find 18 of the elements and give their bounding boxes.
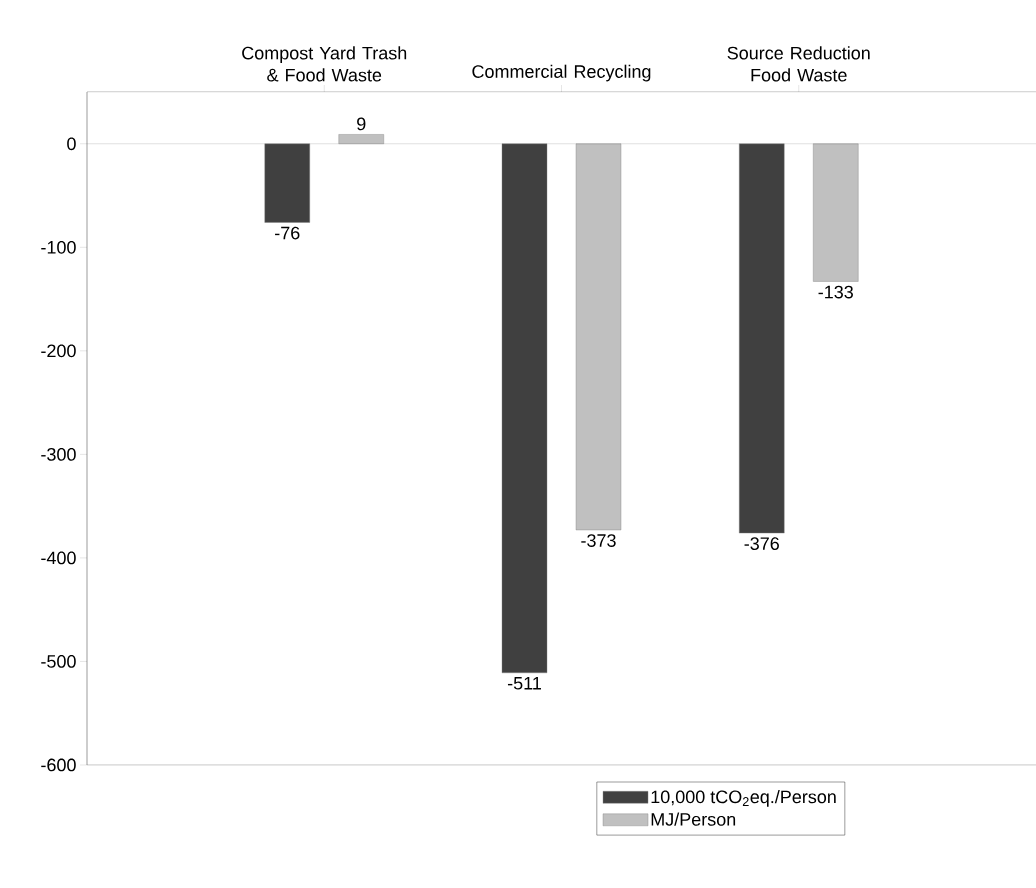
- data-label: -373: [581, 534, 616, 547]
- y-tick-label: -500: [41, 655, 76, 668]
- y-tick-label: -600: [41, 758, 76, 772]
- y-tick-label: -300: [41, 448, 76, 461]
- x-tick-label: Commercial Recycling: [472, 64, 651, 82]
- data-label: -76: [275, 226, 300, 240]
- data-label: -511: [507, 677, 541, 690]
- x-tick-label: Source Reduction Food Waste: [727, 46, 870, 82]
- legend-label: 10,000 tCO$_{2}$eq./Person: [651, 790, 836, 807]
- y-tick-label: -100: [41, 240, 76, 254]
- y-tick-label: -200: [41, 344, 76, 358]
- x-tick-label: Compost Yard Trash & Food Waste: [242, 46, 407, 82]
- data-label: -133: [818, 285, 853, 299]
- y-tick-label: 0: [67, 137, 76, 151]
- y-tick-label: -400: [41, 551, 76, 565]
- data-label: 9: [357, 117, 366, 131]
- data-label: -376: [744, 537, 779, 551]
- legend-label: MJ/Person: [651, 812, 736, 826]
